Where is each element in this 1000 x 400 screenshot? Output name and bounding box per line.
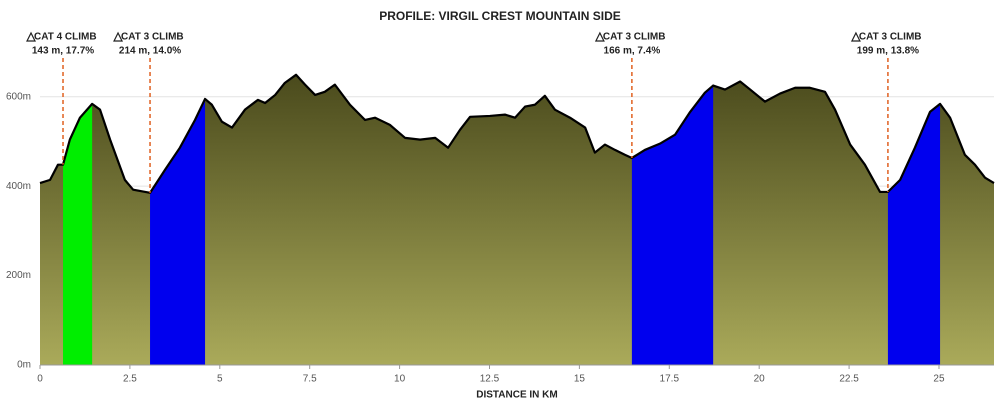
climb-detail: 143 m, 17.7% bbox=[32, 46, 94, 57]
climb-detail: 199 m, 13.8% bbox=[857, 46, 919, 57]
x-tick-label: 0 bbox=[37, 374, 43, 385]
climb-icon bbox=[113, 31, 124, 42]
climb-detail: 166 m, 7.4% bbox=[604, 46, 661, 57]
chart-title: PROFILE: VIRGIL CREST MOUNTAIN SIDE bbox=[379, 9, 621, 23]
climb-segment bbox=[631, 74, 714, 365]
climb-detail: 214 m, 14.0% bbox=[119, 46, 181, 57]
climb-segment bbox=[887, 74, 941, 365]
climb-category: CAT 3 CLIMB bbox=[859, 32, 922, 43]
climb-icon bbox=[26, 31, 36, 42]
y-tick-label: 400m bbox=[6, 181, 31, 192]
y-tick-label: 0m bbox=[17, 360, 31, 371]
x-tick-label: 15 bbox=[574, 374, 586, 385]
x-tick-label: 22.5 bbox=[839, 374, 859, 385]
climb-category: CAT 3 CLIMB bbox=[603, 32, 666, 43]
x-tick-label: 20 bbox=[754, 374, 766, 385]
x-tick-label: 25 bbox=[933, 374, 945, 385]
area-fill bbox=[40, 74, 994, 365]
x-tick-label: 5 bbox=[217, 374, 223, 385]
y-tick-label: 200m bbox=[6, 270, 31, 281]
x-axis-label: DISTANCE IN KM bbox=[476, 390, 557, 400]
x-tick-label: 2.5 bbox=[123, 374, 137, 385]
x-tick-label: 12.5 bbox=[480, 374, 500, 385]
climb-category: CAT 4 CLIMB bbox=[34, 32, 97, 43]
climb-segment bbox=[150, 74, 206, 365]
climb-icon bbox=[594, 31, 605, 42]
x-tick-label: 10 bbox=[394, 374, 406, 385]
climb-category: CAT 3 CLIMB bbox=[121, 32, 184, 43]
climb-segment bbox=[63, 74, 93, 365]
climb-icon bbox=[850, 31, 861, 42]
x-tick-label: 17.5 bbox=[660, 374, 680, 385]
x-tick-label: 7.5 bbox=[303, 374, 317, 385]
y-tick-label: 600m bbox=[6, 91, 31, 102]
profile-line bbox=[39, 73, 995, 194]
